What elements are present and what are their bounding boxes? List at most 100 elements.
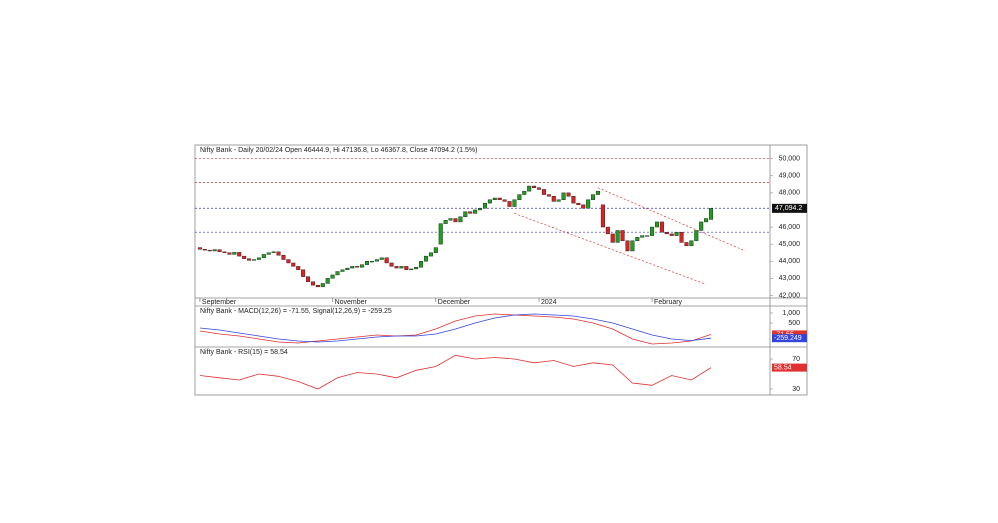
candle	[365, 261, 370, 265]
candle	[674, 231, 679, 236]
candle	[541, 189, 546, 195]
candle	[369, 261, 374, 263]
panel-title: Nifty Bank - Daily 20/02/24 Open 46444.9…	[200, 147, 477, 154]
candle	[507, 201, 512, 207]
candle	[345, 267, 350, 270]
candle	[556, 199, 561, 202]
candle	[605, 226, 610, 235]
candle	[463, 211, 468, 217]
candle	[340, 269, 345, 272]
candle	[310, 281, 315, 286]
candle	[497, 197, 502, 200]
y-tick-label: 42,000	[779, 292, 801, 299]
y-tick-label: 49,000	[779, 173, 801, 180]
candle	[625, 240, 630, 252]
candle	[281, 255, 286, 260]
y-tick-label: 43,000	[779, 275, 801, 282]
candle	[350, 266, 355, 269]
candle	[256, 257, 261, 260]
candle	[630, 240, 635, 252]
candle	[689, 240, 694, 247]
y-tick-label: 48,000	[779, 190, 801, 197]
candle	[620, 230, 625, 241]
series-line	[199, 313, 712, 345]
series-line	[199, 354, 712, 390]
candle	[227, 252, 232, 255]
candle	[355, 266, 360, 268]
chart-frame	[194, 144, 808, 396]
panel-title: Nifty Bank - MACD(12,26) = -71.55, Signa…	[200, 308, 392, 315]
candle	[247, 258, 252, 261]
candle	[296, 266, 301, 270]
candle	[306, 276, 311, 282]
candle	[320, 283, 325, 288]
candle	[433, 247, 438, 253]
y-tick-label: 45,000	[779, 241, 801, 248]
candle	[527, 185, 532, 192]
candle	[635, 237, 640, 241]
x-tick-label: September	[202, 299, 237, 306]
candle	[335, 271, 340, 276]
candle	[419, 261, 424, 268]
candle	[512, 199, 517, 207]
candle	[468, 211, 473, 214]
candle	[197, 247, 202, 250]
candle	[581, 204, 586, 209]
candle	[409, 268, 414, 270]
candle	[492, 197, 497, 200]
end-label: -259.249	[774, 335, 802, 342]
candle	[325, 278, 330, 284]
candle	[379, 257, 384, 260]
candle	[438, 223, 443, 245]
candle	[551, 196, 556, 202]
y-tick-label: 44,000	[779, 258, 801, 265]
last-price-box	[772, 203, 807, 213]
candle	[595, 190, 600, 195]
candle	[261, 254, 266, 259]
candle	[591, 194, 596, 200]
candle	[571, 196, 576, 204]
candle	[315, 284, 320, 288]
candle	[423, 255, 428, 262]
candle	[414, 267, 419, 270]
x-tick-label: November	[335, 299, 368, 306]
candle	[428, 252, 433, 257]
candle	[242, 255, 247, 259]
candle	[699, 221, 704, 231]
candle	[394, 266, 399, 269]
candle	[537, 187, 542, 190]
candle	[271, 251, 276, 253]
y-tick-label: 1,000	[782, 310, 800, 317]
candle	[330, 274, 335, 279]
candle	[251, 259, 256, 261]
candle	[694, 230, 699, 241]
candle	[586, 199, 591, 209]
candle	[207, 249, 212, 252]
candle	[384, 257, 389, 264]
candle	[286, 259, 291, 264]
candle	[600, 204, 605, 228]
candle	[645, 235, 650, 237]
candle	[640, 235, 645, 238]
candle	[709, 208, 714, 220]
series-line	[199, 313, 712, 343]
candle	[389, 262, 394, 267]
candle	[222, 251, 227, 253]
end-label-box	[772, 363, 807, 372]
panel-title: Nifty Bank - RSI(15) = 58.54	[200, 349, 288, 356]
candle	[561, 192, 566, 200]
y-tick-label: 50,000	[779, 156, 801, 163]
candle	[532, 185, 537, 188]
candle	[654, 221, 659, 228]
candle	[374, 259, 379, 262]
y-tick-label: 30	[792, 386, 800, 393]
candle	[650, 226, 655, 236]
candle	[232, 252, 237, 255]
candle	[502, 199, 507, 202]
candle	[684, 242, 689, 247]
candle	[291, 262, 296, 267]
candle	[453, 218, 458, 223]
candle	[458, 216, 463, 223]
candle	[360, 264, 365, 268]
candle	[517, 194, 522, 200]
